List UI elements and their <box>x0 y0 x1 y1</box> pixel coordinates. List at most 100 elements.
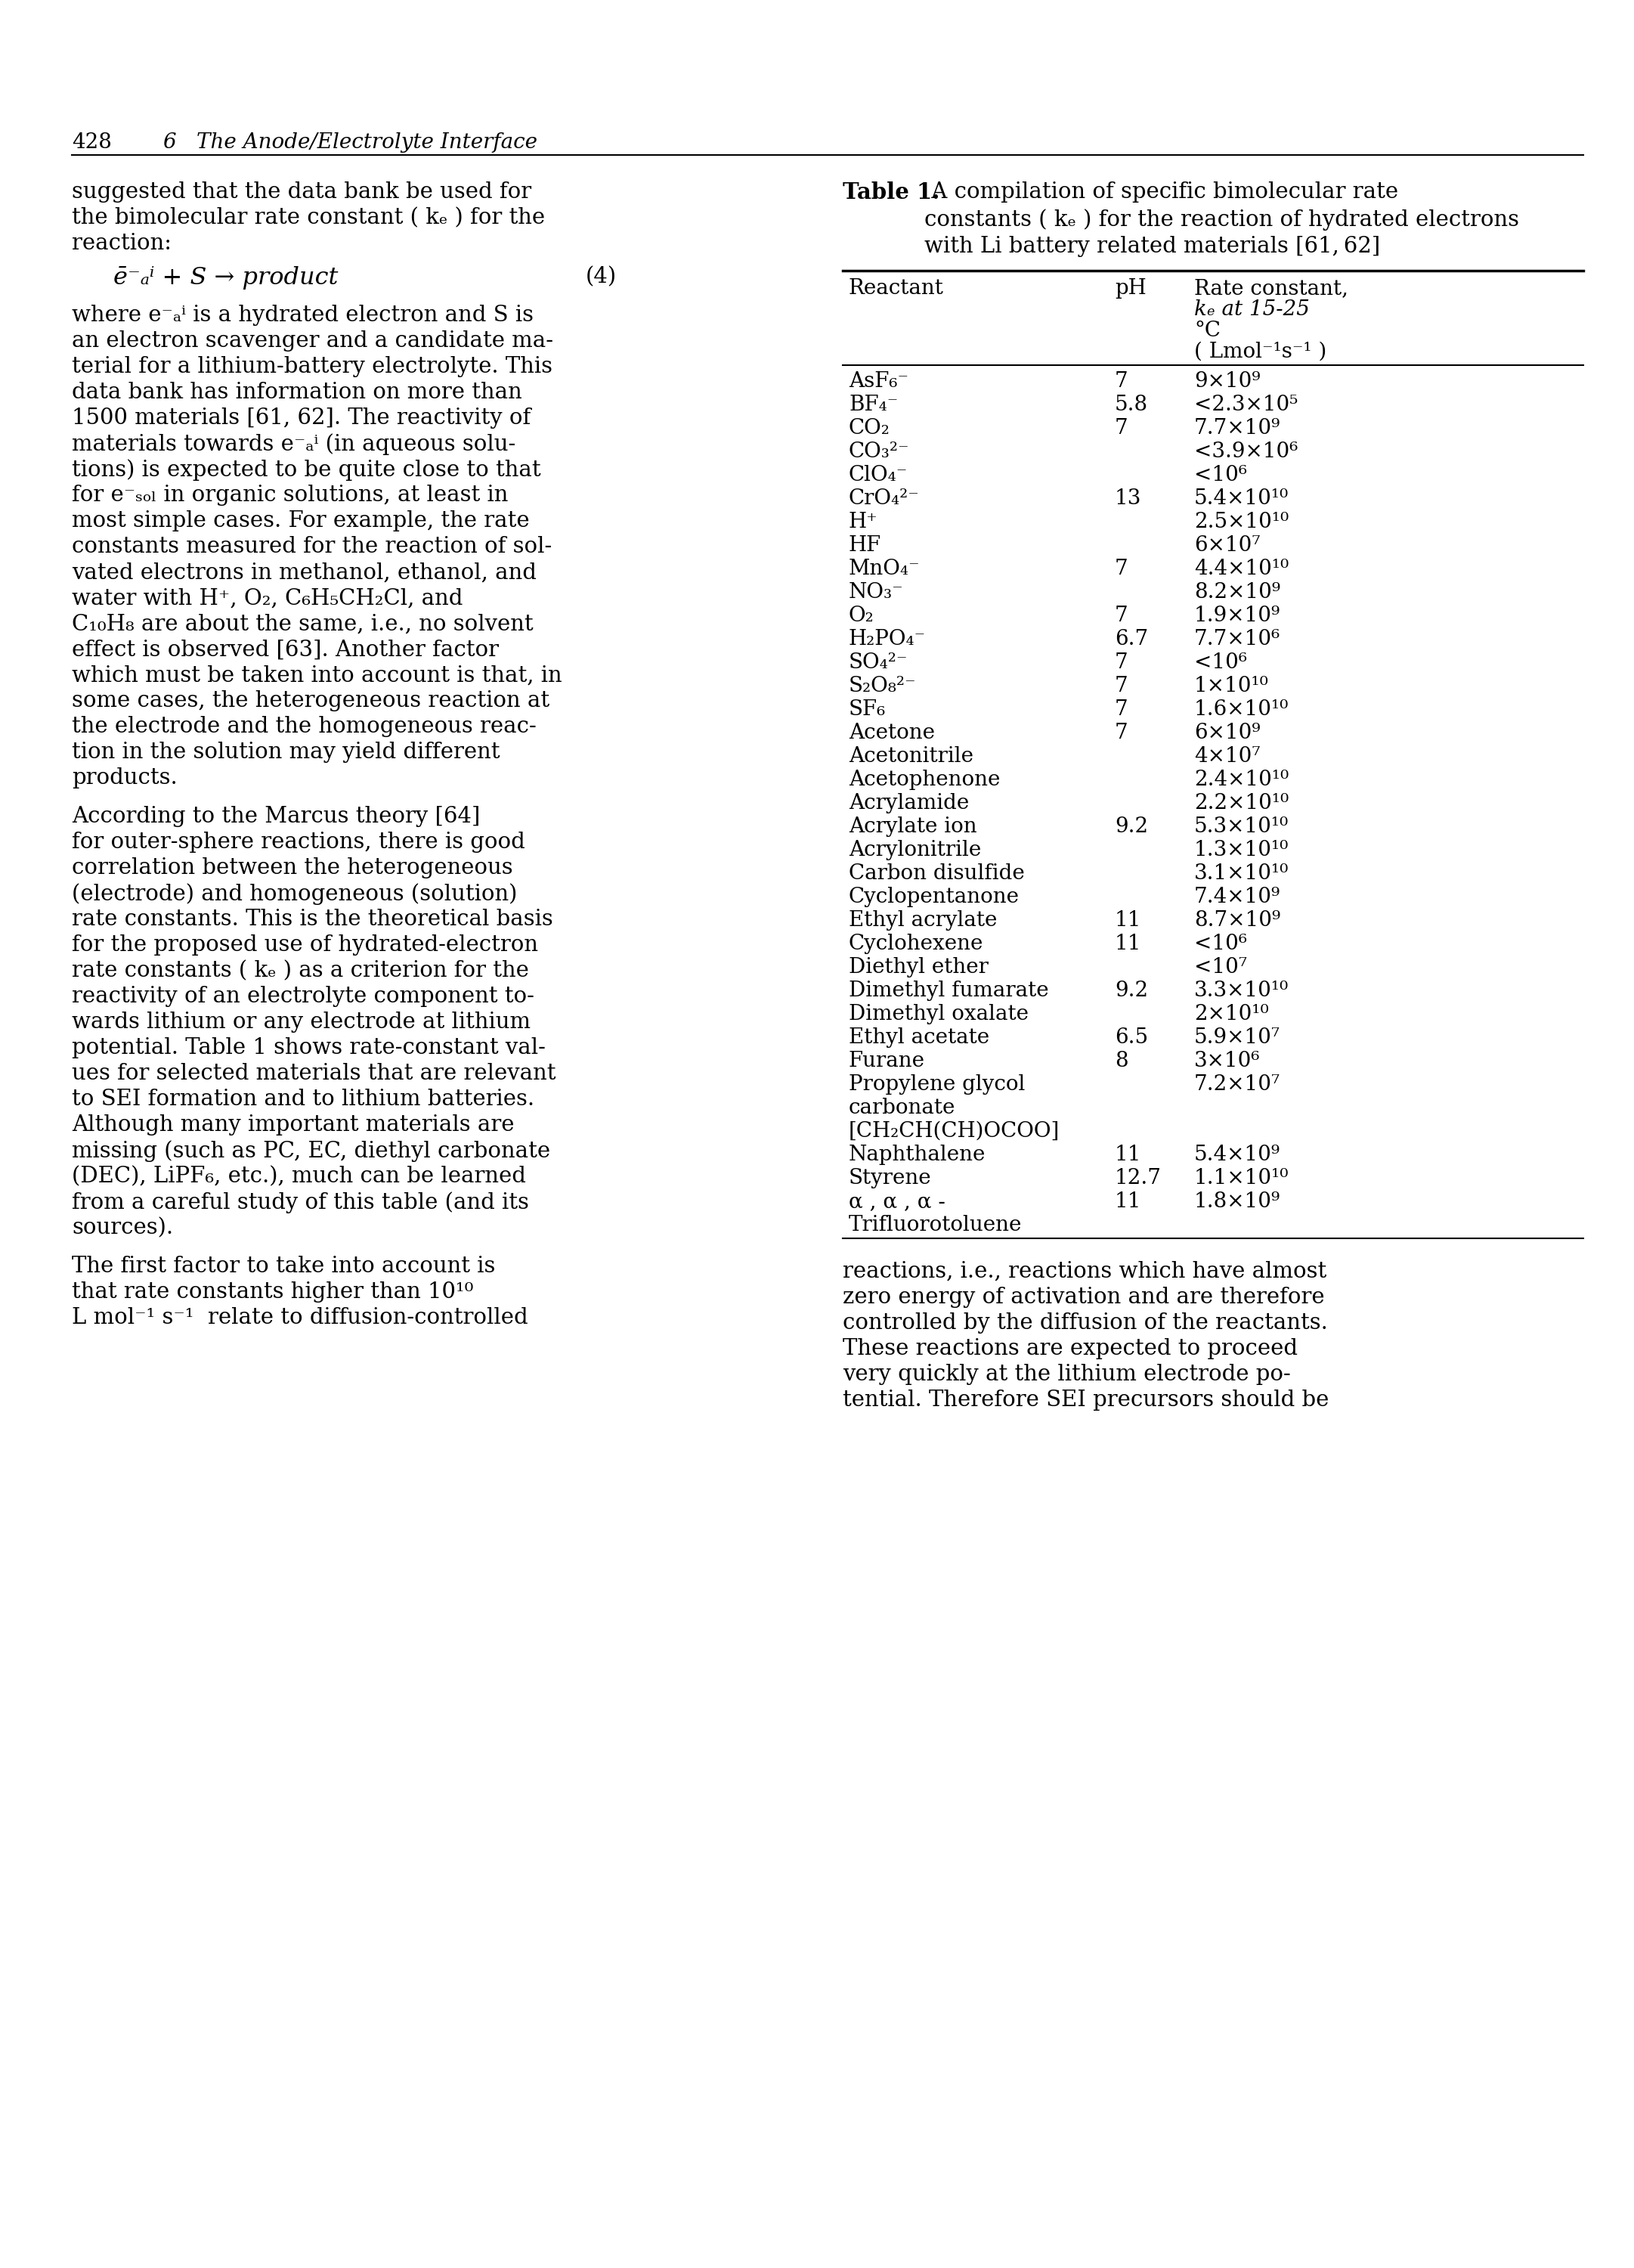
Text: AsF₆⁻: AsF₆⁻ <box>848 372 909 392</box>
Text: tions) is expected to be quite close to that: tions) is expected to be quite close to … <box>72 458 541 481</box>
Text: which must be taken into account is that, in: which must be taken into account is that… <box>72 665 562 685</box>
Text: 7.7×10⁹: 7.7×10⁹ <box>1194 417 1281 438</box>
Text: 5.9×10⁷: 5.9×10⁷ <box>1194 1027 1281 1048</box>
Text: Dimethyl fumarate: Dimethyl fumarate <box>848 980 1049 1000</box>
Text: pH: pH <box>1114 279 1147 299</box>
Text: 8.7×10⁹: 8.7×10⁹ <box>1194 909 1281 930</box>
Text: 428: 428 <box>72 132 111 152</box>
Text: 13: 13 <box>1114 488 1142 508</box>
Text: from a careful study of this table (and its: from a careful study of this table (and … <box>72 1191 529 1213</box>
Text: According to the Marcus theory [64]: According to the Marcus theory [64] <box>72 805 480 828</box>
Text: (electrode) and homogeneous (solution): (electrode) and homogeneous (solution) <box>72 882 518 905</box>
Text: data bank has information on more than: data bank has information on more than <box>72 381 521 404</box>
Text: sources).: sources). <box>72 1218 173 1238</box>
Text: where e⁻ₐⁱ is a hydrated electron and S is: where e⁻ₐⁱ is a hydrated electron and S … <box>72 304 534 327</box>
Text: 11: 11 <box>1114 1145 1142 1166</box>
Text: for outer-sphere reactions, there is good: for outer-sphere reactions, there is goo… <box>72 832 525 853</box>
Text: 3.3×10¹⁰: 3.3×10¹⁰ <box>1194 980 1289 1000</box>
Text: 7.4×10⁹: 7.4×10⁹ <box>1194 887 1281 907</box>
Text: 7: 7 <box>1114 723 1127 744</box>
Text: 7.7×10⁶: 7.7×10⁶ <box>1194 628 1281 649</box>
Text: Reactant: Reactant <box>848 279 944 299</box>
Text: CO₃²⁻: CO₃²⁻ <box>848 442 910 463</box>
Text: missing (such as PC, EC, diethyl carbonate: missing (such as PC, EC, diethyl carbona… <box>72 1141 551 1161</box>
Text: suggested that the data bank be used for: suggested that the data bank be used for <box>72 181 531 202</box>
Text: 4×10⁷: 4×10⁷ <box>1194 746 1260 767</box>
Text: 2.2×10¹⁰: 2.2×10¹⁰ <box>1194 794 1289 814</box>
Text: some cases, the heterogeneous reaction at: some cases, the heterogeneous reaction a… <box>72 689 549 712</box>
Text: C₁₀H₈ are about the same, i.e., no solvent: C₁₀H₈ are about the same, i.e., no solve… <box>72 612 533 635</box>
Text: ē⁻ₐⁱ + S → product: ē⁻ₐⁱ + S → product <box>113 265 338 290</box>
Text: to SEI formation and to lithium batteries.: to SEI formation and to lithium batterie… <box>72 1089 534 1109</box>
Text: vated electrons in methanol, ethanol, and: vated electrons in methanol, ethanol, an… <box>72 562 536 583</box>
Text: α , α , α -: α , α , α - <box>848 1191 946 1211</box>
Text: 1.9×10⁹: 1.9×10⁹ <box>1194 606 1281 626</box>
Text: The Anode/Electrolyte Interface: The Anode/Electrolyte Interface <box>196 132 538 152</box>
Text: Furane: Furane <box>848 1050 925 1070</box>
Text: 7: 7 <box>1114 699 1127 719</box>
Text: CrO₄²⁻: CrO₄²⁻ <box>848 488 920 508</box>
Text: 11: 11 <box>1114 934 1142 955</box>
Text: tential. Therefore SEI precursors should be: tential. Therefore SEI precursors should… <box>843 1390 1328 1411</box>
Text: 1.1×10¹⁰: 1.1×10¹⁰ <box>1194 1168 1289 1188</box>
Text: carbonate: carbonate <box>848 1098 956 1118</box>
Text: <10⁶: <10⁶ <box>1194 465 1247 485</box>
Text: Although many important materials are: Although many important materials are <box>72 1114 515 1136</box>
Text: H₂PO₄⁻: H₂PO₄⁻ <box>848 628 926 649</box>
Text: 5.3×10¹⁰: 5.3×10¹⁰ <box>1194 816 1289 837</box>
Text: <10⁶: <10⁶ <box>1194 934 1247 955</box>
Text: reactivity of an electrolyte component to-: reactivity of an electrolyte component t… <box>72 987 534 1007</box>
Text: Rate constant,: Rate constant, <box>1194 279 1348 299</box>
Text: rate constants ( kₑ ) as a criterion for the: rate constants ( kₑ ) as a criterion for… <box>72 959 529 982</box>
Text: most simple cases. For example, the rate: most simple cases. For example, the rate <box>72 510 529 531</box>
Text: Diethyl ether: Diethyl ether <box>848 957 989 978</box>
Text: The first factor to take into account is: The first factor to take into account is <box>72 1256 495 1277</box>
Text: 8: 8 <box>1114 1050 1127 1070</box>
Text: (4): (4) <box>585 265 616 288</box>
Text: <2.3×10⁵: <2.3×10⁵ <box>1194 395 1297 415</box>
Text: 7: 7 <box>1114 558 1127 578</box>
Text: kₑ at 15-25: kₑ at 15-25 <box>1194 299 1310 320</box>
Text: CO₂: CO₂ <box>848 417 891 438</box>
Text: Trifluorotoluene: Trifluorotoluene <box>848 1216 1023 1236</box>
Text: that rate constants higher than 10¹⁰: that rate constants higher than 10¹⁰ <box>72 1281 474 1302</box>
Text: 9.2: 9.2 <box>1114 980 1149 1000</box>
Text: very quickly at the lithium electrode po-: very quickly at the lithium electrode po… <box>843 1363 1291 1386</box>
Text: 9.2: 9.2 <box>1114 816 1149 837</box>
Text: ClO₄⁻: ClO₄⁻ <box>848 465 909 485</box>
Text: ues for selected materials that are relevant: ues for selected materials that are rele… <box>72 1064 556 1084</box>
Text: correlation between the heterogeneous: correlation between the heterogeneous <box>72 857 513 878</box>
Text: Naphthalene: Naphthalene <box>848 1145 985 1166</box>
Text: for e⁻ₛₒₗ in organic solutions, at least in: for e⁻ₛₒₗ in organic solutions, at least… <box>72 485 508 506</box>
Text: 8.2×10⁹: 8.2×10⁹ <box>1194 583 1281 603</box>
Text: Ethyl acetate: Ethyl acetate <box>848 1027 990 1048</box>
Text: 3×10⁶: 3×10⁶ <box>1194 1050 1260 1070</box>
Text: 7: 7 <box>1114 676 1127 696</box>
Text: wards lithium or any electrode at lithium: wards lithium or any electrode at lithiu… <box>72 1012 531 1032</box>
Text: 7.2×10⁷: 7.2×10⁷ <box>1194 1075 1281 1095</box>
Text: the bimolecular rate constant ( kₑ ) for the: the bimolecular rate constant ( kₑ ) for… <box>72 206 546 229</box>
Text: 1.6×10¹⁰: 1.6×10¹⁰ <box>1194 699 1289 719</box>
Text: L mol⁻¹ s⁻¹  relate to diffusion-controlled: L mol⁻¹ s⁻¹ relate to diffusion-controll… <box>72 1306 528 1329</box>
Text: 6×10⁷: 6×10⁷ <box>1194 535 1260 556</box>
Text: 5.4×10⁹: 5.4×10⁹ <box>1194 1145 1281 1166</box>
Text: Acrylate ion: Acrylate ion <box>848 816 977 837</box>
Text: 2.5×10¹⁰: 2.5×10¹⁰ <box>1194 513 1289 533</box>
Text: Acrylamide: Acrylamide <box>848 794 969 814</box>
Text: 1.8×10⁹: 1.8×10⁹ <box>1194 1191 1281 1211</box>
Text: 7: 7 <box>1114 653 1127 674</box>
Text: (DEC), LiPF₆, etc.), much can be learned: (DEC), LiPF₆, etc.), much can be learned <box>72 1166 526 1186</box>
Text: S₂O₈²⁻: S₂O₈²⁻ <box>848 676 917 696</box>
Text: These reactions are expected to proceed: These reactions are expected to proceed <box>843 1338 1297 1359</box>
Text: SF₆: SF₆ <box>848 699 886 719</box>
Text: Cyclopentanone: Cyclopentanone <box>848 887 1020 907</box>
Text: O₂: O₂ <box>848 606 874 626</box>
Text: an electron scavenger and a candidate ma-: an electron scavenger and a candidate ma… <box>72 331 554 352</box>
Text: constants measured for the reaction of sol-: constants measured for the reaction of s… <box>72 535 552 558</box>
Text: for the proposed use of hydrated-electron: for the proposed use of hydrated-electro… <box>72 934 538 955</box>
Text: A compilation of specific bimolecular rate
constants ( kₑ ) for the reaction of : A compilation of specific bimolecular ra… <box>925 181 1520 256</box>
Text: Styrene: Styrene <box>848 1168 931 1188</box>
Text: H⁺: H⁺ <box>848 513 877 533</box>
Text: the electrode and the homogeneous reac-: the electrode and the homogeneous reac- <box>72 717 536 737</box>
Text: 11: 11 <box>1114 909 1142 930</box>
